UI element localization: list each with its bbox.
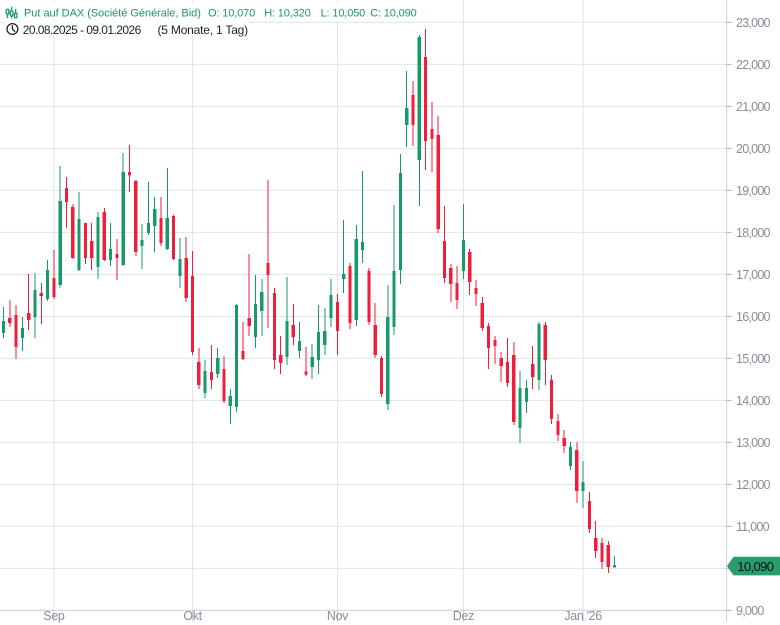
svg-text:L: 10,050: L: 10,050 bbox=[321, 7, 366, 19]
svg-text:C: 10,090: C: 10,090 bbox=[370, 7, 416, 19]
svg-text:Dez: Dez bbox=[453, 609, 474, 623]
svg-text:19,000: 19,000 bbox=[736, 184, 771, 198]
svg-text:23,000: 23,000 bbox=[736, 16, 771, 30]
svg-text:Jan '26: Jan '26 bbox=[564, 609, 602, 623]
svg-text:18,000: 18,000 bbox=[736, 226, 771, 240]
svg-text:17,000: 17,000 bbox=[736, 268, 771, 282]
svg-text:11,000: 11,000 bbox=[736, 520, 770, 534]
svg-text:Nov: Nov bbox=[327, 609, 349, 623]
svg-text:H: 10,320: H: 10,320 bbox=[264, 7, 310, 19]
svg-text:14,000: 14,000 bbox=[736, 394, 771, 408]
svg-text:20,000: 20,000 bbox=[736, 142, 771, 156]
svg-text:10,090: 10,090 bbox=[737, 559, 774, 574]
svg-text:Put auf DAX (Société Générale,: Put auf DAX (Société Générale, Bid) bbox=[24, 7, 201, 19]
svg-text:(5 Monate, 1 Tag): (5 Monate, 1 Tag) bbox=[158, 23, 249, 37]
svg-text:12,000: 12,000 bbox=[736, 478, 771, 492]
svg-text:22,000: 22,000 bbox=[736, 58, 771, 72]
svg-text:9,000: 9,000 bbox=[736, 604, 764, 618]
svg-text:Okt: Okt bbox=[183, 609, 202, 623]
svg-text:Sep: Sep bbox=[43, 609, 65, 623]
svg-text:15,000: 15,000 bbox=[736, 352, 771, 366]
svg-text:O: 10,070: O: 10,070 bbox=[208, 7, 255, 19]
svg-text:13,000: 13,000 bbox=[736, 436, 771, 450]
svg-text:16,000: 16,000 bbox=[736, 310, 771, 324]
svg-text:21,000: 21,000 bbox=[736, 100, 771, 114]
svg-text:20.08.2025 - 09.01.2026: 20.08.2025 - 09.01.2026 bbox=[23, 23, 142, 37]
